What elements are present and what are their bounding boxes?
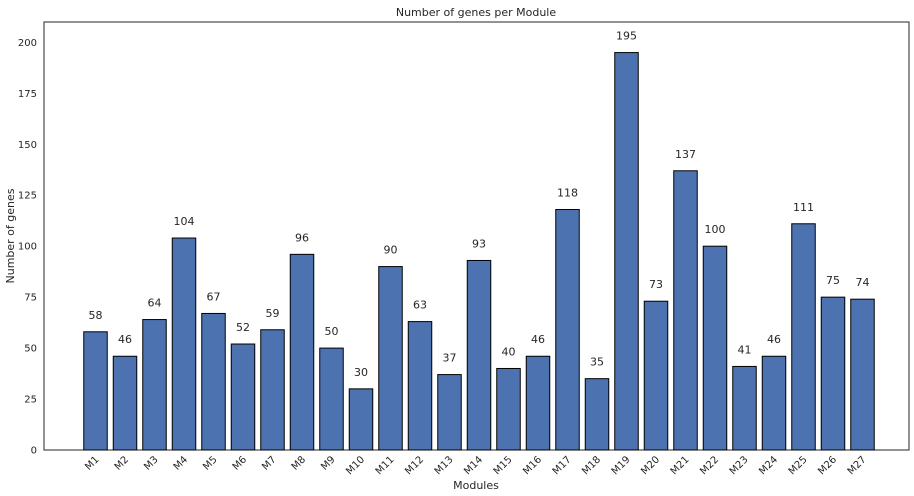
bar [289,253,315,451]
x-tick-label: M14 [462,454,485,477]
y-tick-label: 75 [24,293,37,304]
bar-value-label: 40 [502,345,516,358]
bar [201,312,226,451]
x-tick-label: M17 [551,454,574,477]
bar [614,52,639,451]
x-tick-label: M22 [698,454,721,477]
x-tick-label: M15 [492,454,515,477]
bar [378,266,403,451]
bar-value-label: 111 [793,201,814,214]
bar-value-label: 59 [266,307,280,320]
bars-group [83,52,875,451]
x-tick-label: M16 [521,454,544,477]
x-tick-label: M23 [728,454,751,477]
y-tick-label: 200 [18,38,37,49]
bar [348,388,374,451]
x-tick-label: M19 [610,454,633,477]
bar [230,343,256,451]
bar [643,300,669,451]
x-tick-label: M2 [113,454,131,472]
bar [466,259,492,451]
bar-value-label: 35 [590,356,604,369]
x-tick-label: M8 [290,454,308,472]
x-tick-label: M1 [83,454,101,472]
bar [820,296,846,451]
bar-value-label: 64 [148,297,162,310]
x-axis-label: Modules [453,479,499,492]
bar-value-label: 46 [531,333,545,346]
bar-value-label: 37 [443,352,457,365]
bar-value-label: 74 [856,276,870,289]
x-axis: M1 M2 M3 M4 M5 M6 M7 M8 M9 M10 M11 M12 M13 M14 M15 M16 M… [83,454,868,477]
bar-value-label: 58 [89,309,103,322]
bar-value-label: 137 [675,148,696,161]
bar-value-label: 50 [325,325,339,338]
bar-value-label: 118 [557,187,578,200]
bar [319,347,344,451]
bar-value-label: 46 [767,333,781,346]
bar [407,321,433,451]
y-axis-label: Number of genes [4,188,17,283]
x-tick-label: M21 [669,454,692,477]
y-tick-label: 125 [18,191,37,202]
y-tick-label: 50 [24,344,37,355]
bar [525,355,551,451]
bar [673,170,698,451]
x-tick-label: M26 [816,454,839,477]
bar [112,355,138,451]
bar-value-label: 63 [413,299,427,312]
x-tick-label: M5 [201,454,219,472]
x-tick-label: M27 [846,454,869,477]
bar [260,329,285,451]
bar [850,298,875,451]
bar [702,245,728,451]
bar-value-label: 104 [174,215,195,228]
x-tick-label: M3 [142,454,160,472]
x-tick-label: M12 [403,454,426,477]
bar-value-label: 75 [826,274,840,287]
chart-title: Number of genes per Module [396,6,557,19]
bar-value-label: 52 [236,321,250,334]
bar-value-label: 46 [118,333,132,346]
bar-value-label: 90 [384,244,398,257]
bar-value-label: 73 [649,278,663,291]
y-tick-label: 0 [31,446,37,457]
bar-value-label: 195 [616,30,637,43]
bar [496,367,521,451]
bar [171,237,197,451]
x-tick-label: M10 [344,454,367,477]
bar [761,355,787,451]
bar-value-label: 93 [472,237,486,250]
x-tick-label: M7 [260,454,278,472]
bar [732,365,757,451]
bar [142,319,167,451]
bar-value-label: 67 [207,290,221,303]
bar [555,209,580,451]
x-tick-label: M4 [172,454,190,472]
y-tick-label: 175 [18,89,37,100]
x-tick-label: M18 [580,454,603,477]
x-tick-label: M20 [639,454,662,477]
x-tick-label: M9 [319,454,337,472]
bar [437,374,462,451]
y-tick-label: 100 [18,242,37,253]
bar [791,223,816,451]
y-tick-label: 25 [24,395,37,406]
bar-value-label: 30 [354,366,368,379]
bar-value-label: 41 [738,343,752,356]
x-tick-label: M11 [374,454,397,477]
x-tick-label: M13 [433,454,456,477]
data-labels-group: 58 46 64 104 67 52 59 96 50 30 90 63 37 93 40 46 118 35 19… [89,30,870,379]
y-axis: 0 25 50 75 100 125 150 175 200 [18,38,37,457]
x-tick-label: M25 [787,454,810,477]
bar [584,378,610,451]
bar-value-label: 96 [295,231,309,244]
x-tick-label: M24 [757,454,780,477]
bar-value-label: 100 [705,223,726,236]
bar [83,331,108,451]
x-tick-label: M6 [231,454,249,472]
y-tick-label: 150 [18,140,37,151]
